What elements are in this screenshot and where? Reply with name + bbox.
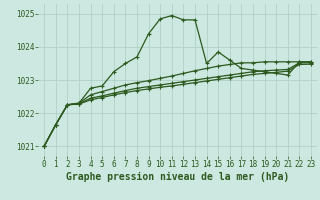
X-axis label: Graphe pression niveau de la mer (hPa): Graphe pression niveau de la mer (hPa) [66,172,289,182]
